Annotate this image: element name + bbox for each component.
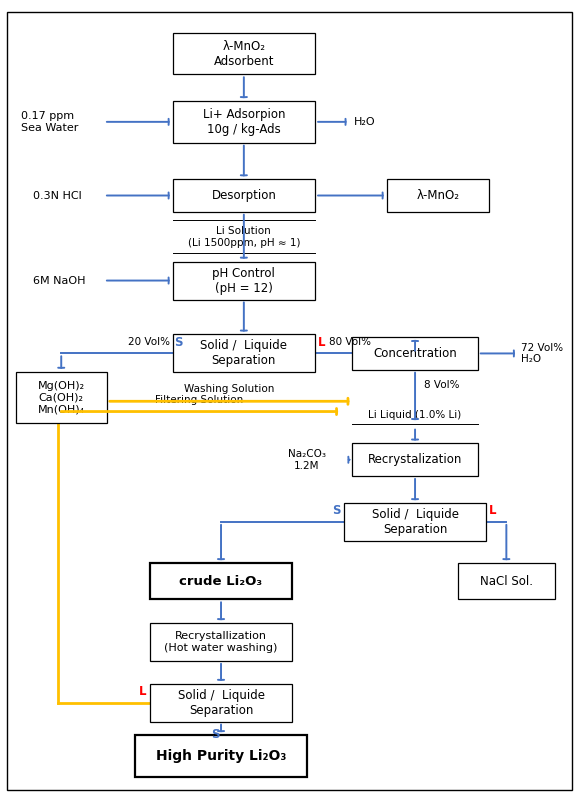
FancyBboxPatch shape bbox=[173, 262, 315, 299]
Text: High Purity Li₂O₃: High Purity Li₂O₃ bbox=[156, 749, 286, 763]
FancyBboxPatch shape bbox=[150, 684, 292, 721]
FancyBboxPatch shape bbox=[173, 180, 315, 211]
Text: Li+ Adsorpion
10g / kg-Ads: Li+ Adsorpion 10g / kg-Ads bbox=[203, 108, 285, 136]
FancyBboxPatch shape bbox=[16, 372, 107, 423]
Text: Recrystalization: Recrystalization bbox=[368, 453, 462, 466]
Text: Mg(OH)₂
Ca(OH)₂
Mn(OH)₄: Mg(OH)₂ Ca(OH)₂ Mn(OH)₄ bbox=[38, 381, 85, 414]
Text: Solid /  Liquide
Separation: Solid / Liquide Separation bbox=[178, 689, 265, 717]
FancyBboxPatch shape bbox=[352, 444, 478, 476]
Text: 8 Vol%: 8 Vol% bbox=[424, 380, 459, 390]
FancyBboxPatch shape bbox=[344, 503, 486, 541]
FancyBboxPatch shape bbox=[173, 101, 315, 143]
Text: S: S bbox=[174, 335, 183, 349]
Text: Recrystallization
(Hot water washing): Recrystallization (Hot water washing) bbox=[164, 631, 278, 653]
FancyBboxPatch shape bbox=[150, 563, 292, 599]
Text: crude Li₂O₃: crude Li₂O₃ bbox=[179, 575, 263, 588]
Text: Concentration: Concentration bbox=[373, 347, 457, 360]
Text: S: S bbox=[211, 728, 219, 741]
Text: Na₂CO₃
1.2M: Na₂CO₃ 1.2M bbox=[288, 449, 325, 471]
Text: L: L bbox=[140, 685, 147, 697]
Text: S: S bbox=[332, 504, 341, 517]
Text: 6M NaOH: 6M NaOH bbox=[32, 275, 85, 286]
Text: 0.17 ppm
Sea Water: 0.17 ppm Sea Water bbox=[21, 111, 79, 132]
Text: 20 Vol%: 20 Vol% bbox=[127, 337, 170, 347]
Text: NaCl Sol.: NaCl Sol. bbox=[480, 575, 533, 588]
Text: H₂O: H₂O bbox=[354, 117, 376, 127]
Text: Li Solution
(Li 1500ppm, pH ≈ 1): Li Solution (Li 1500ppm, pH ≈ 1) bbox=[188, 226, 300, 247]
FancyBboxPatch shape bbox=[458, 563, 555, 599]
FancyBboxPatch shape bbox=[135, 735, 307, 776]
Text: Washing Solution: Washing Solution bbox=[184, 384, 275, 393]
Text: 80 Vol%: 80 Vol% bbox=[329, 337, 372, 347]
Text: pH Control
(pH = 12): pH Control (pH = 12) bbox=[212, 267, 275, 294]
Text: Filtering Solution: Filtering Solution bbox=[156, 396, 244, 405]
Text: λ-MnO₂: λ-MnO₂ bbox=[416, 189, 459, 202]
Text: 0.3N HCl: 0.3N HCl bbox=[32, 191, 82, 200]
Text: Desorption: Desorption bbox=[211, 189, 276, 202]
Text: L: L bbox=[489, 504, 497, 517]
Text: Solid /  Liquide
Separation: Solid / Liquide Separation bbox=[200, 339, 287, 367]
FancyBboxPatch shape bbox=[150, 623, 292, 661]
Text: 72 Vol%
H₂O: 72 Vol% H₂O bbox=[521, 342, 563, 364]
FancyBboxPatch shape bbox=[173, 33, 315, 74]
Text: Solid /  Liquide
Separation: Solid / Liquide Separation bbox=[372, 508, 459, 536]
FancyBboxPatch shape bbox=[352, 337, 478, 369]
Text: L: L bbox=[318, 335, 325, 349]
FancyBboxPatch shape bbox=[173, 334, 315, 373]
Text: Li Liquid (1.0% Li): Li Liquid (1.0% Li) bbox=[368, 410, 461, 421]
Text: λ-MnO₂
Adsorbent: λ-MnO₂ Adsorbent bbox=[214, 40, 274, 68]
FancyBboxPatch shape bbox=[387, 180, 489, 211]
